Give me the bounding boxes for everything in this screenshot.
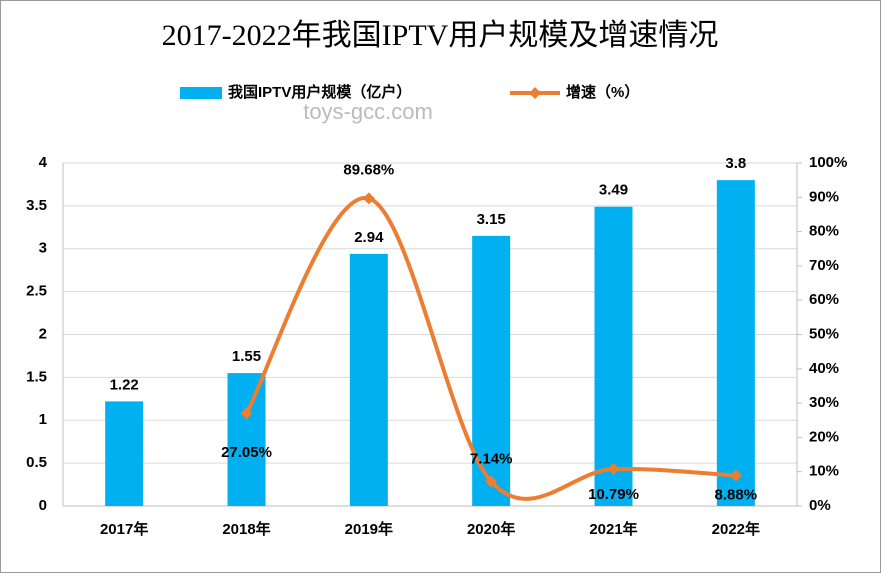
x-tick-label: 2020年 xyxy=(467,520,515,538)
bar-value-label: 3.49 xyxy=(599,182,628,199)
y-tick-label: 2 xyxy=(39,325,47,342)
y2-tick-label: 10% xyxy=(809,463,839,480)
bar-value-label: 2.94 xyxy=(354,229,384,246)
legend-label: 增速（%） xyxy=(566,83,639,101)
y2-tick-label: 90% xyxy=(809,188,839,205)
y-tick-label: 4 xyxy=(39,154,48,171)
line-value-label: 10.79% xyxy=(588,486,639,503)
watermark: toys-gcc.com xyxy=(303,99,433,124)
y-tick-label: 3 xyxy=(39,240,47,257)
bar xyxy=(227,373,266,506)
bar xyxy=(105,401,144,506)
bar-value-label: 1.22 xyxy=(110,376,139,393)
bar xyxy=(716,180,755,506)
line-value-label: 89.68% xyxy=(343,161,394,178)
legend-swatch xyxy=(180,87,222,99)
x-tick-label: 2021年 xyxy=(589,520,637,538)
y2-tick-label: 60% xyxy=(809,291,839,308)
chart-title: 2017-2022年我国IPTV用户规模及增速情况 xyxy=(162,19,719,52)
line xyxy=(244,196,736,501)
marker xyxy=(240,407,253,420)
line-value-label: 8.88% xyxy=(715,487,758,504)
marker xyxy=(607,462,620,475)
bar xyxy=(594,206,633,507)
y-tick-label: 1.5 xyxy=(26,368,47,385)
bar-value-label: 3.8 xyxy=(725,155,746,172)
bar-value-label: 3.15 xyxy=(477,211,506,228)
y2-tick-label: 40% xyxy=(809,360,839,377)
marker xyxy=(485,475,498,488)
legend-label: 我国IPTV用户规模（亿户） xyxy=(228,83,411,101)
y2-tick-label: 100% xyxy=(809,154,847,171)
x-tick-label: 2022年 xyxy=(712,520,760,538)
y2-tick-label: 50% xyxy=(809,325,839,342)
line-value-label: 27.05% xyxy=(221,444,272,461)
bar xyxy=(349,253,388,506)
y2-tick-label: 30% xyxy=(809,394,839,411)
marker xyxy=(729,469,742,482)
bar-value-label: 1.55 xyxy=(232,348,261,365)
marker xyxy=(362,192,375,205)
y-tick-label: 3.5 xyxy=(26,197,47,214)
y2-tick-label: 80% xyxy=(809,223,839,240)
x-tick-label: 2017年 xyxy=(100,520,148,538)
y2-tick-label: 70% xyxy=(809,257,839,274)
y-tick-label: 0.5 xyxy=(26,454,47,471)
y-tick-label: 2.5 xyxy=(26,283,47,300)
line-value-label: 7.14% xyxy=(470,450,513,467)
y-tick-label: 0 xyxy=(39,497,47,514)
legend-marker xyxy=(529,87,541,99)
x-tick-label: 2018年 xyxy=(222,520,270,538)
x-tick-label: 2019年 xyxy=(345,520,393,538)
y2-tick-label: 20% xyxy=(809,428,839,445)
y-tick-label: 1 xyxy=(39,411,47,428)
y2-tick-label: 0% xyxy=(809,497,831,514)
